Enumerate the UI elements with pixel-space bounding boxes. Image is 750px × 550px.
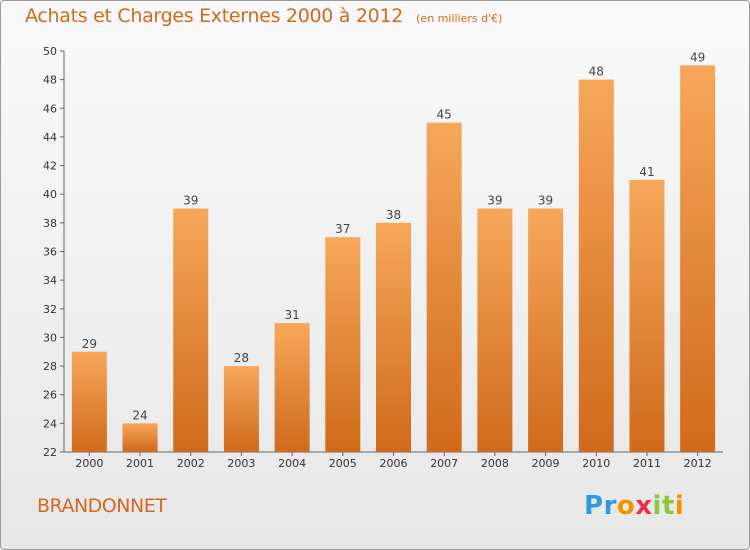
bar: [122, 423, 158, 452]
logo-letter: i: [674, 491, 685, 521]
chart-title: Achats et Charges Externes 2000 à 2012: [25, 5, 404, 27]
logo-letter: o: [616, 491, 636, 521]
x-tick-label: 2010: [582, 457, 610, 470]
proxiti-logo: Proxiti: [584, 491, 684, 521]
bar: [223, 366, 259, 452]
x-tick-label: 2002: [177, 457, 205, 470]
x-tick-label: 2001: [126, 457, 154, 470]
y-tick-label: 28: [43, 360, 57, 373]
logo-letter: i: [652, 491, 662, 521]
data-labels: 29 24 39 28 31 37 38 45 39 39 48 41 49: [82, 50, 706, 422]
x-tick-label: 2012: [684, 457, 712, 470]
y-tick-label: 38: [43, 217, 57, 230]
y-tick-label: 24: [43, 417, 57, 430]
y-tick-label: 34: [43, 274, 57, 287]
y-tick-label: 22: [43, 446, 57, 459]
bar: [71, 351, 107, 452]
y-tick-label: 48: [43, 74, 57, 87]
data-label: 39: [183, 194, 198, 208]
bar: [274, 323, 310, 452]
data-label: 29: [82, 337, 97, 351]
bar: [477, 208, 513, 452]
data-label: 48: [589, 65, 604, 79]
y-tick-label: 44: [43, 131, 57, 144]
x-tick-label: 2008: [481, 457, 509, 470]
logo-letter: P: [584, 491, 604, 521]
y-tick-label: 46: [43, 102, 57, 115]
data-label: 41: [639, 165, 654, 179]
x-tick-label: 2011: [633, 457, 661, 470]
bar: [629, 179, 665, 452]
logo-letter: x: [635, 491, 653, 521]
x-tick-label: 2003: [227, 457, 255, 470]
bars: [71, 65, 716, 453]
y-tick-label: 42: [43, 160, 57, 173]
logo-letter: t: [661, 491, 675, 521]
data-label: 39: [487, 194, 502, 208]
bar: [173, 208, 209, 452]
x-tick-label: 2009: [532, 457, 560, 470]
y-tick-label: 40: [43, 188, 57, 201]
data-label: 45: [437, 108, 452, 122]
bar: [578, 79, 614, 453]
bar: [528, 208, 564, 452]
bar: [680, 65, 716, 453]
data-label: 28: [234, 351, 249, 365]
x-tick-label: 2006: [380, 457, 408, 470]
y-tick-label: 32: [43, 303, 57, 316]
x-tick-label: 2005: [329, 457, 357, 470]
y-tick-label: 50: [43, 45, 57, 58]
bar: [325, 237, 361, 452]
bar: [426, 122, 462, 452]
x-tick-label: 2007: [430, 457, 458, 470]
data-label: 24: [132, 408, 147, 422]
data-label: 37: [335, 222, 350, 236]
bar: [376, 222, 411, 452]
x-tick-label: 2004: [278, 457, 306, 470]
logo-letter: r: [603, 491, 617, 521]
data-label: 38: [386, 208, 401, 222]
data-label: 49: [690, 50, 705, 64]
y-tick-label: 26: [43, 389, 57, 402]
chart-subtitle: (en milliers d'€): [416, 12, 503, 25]
data-label: 39: [538, 194, 553, 208]
chart-title-group: Achats et Charges Externes 2000 à 2012 (…: [25, 5, 502, 27]
y-tick-label: 30: [43, 331, 57, 344]
data-label: 31: [284, 308, 299, 322]
y-tick-label: 36: [43, 246, 57, 259]
x-tick-label: 2000: [75, 457, 103, 470]
commune-name: BRANDONNET: [37, 495, 167, 517]
